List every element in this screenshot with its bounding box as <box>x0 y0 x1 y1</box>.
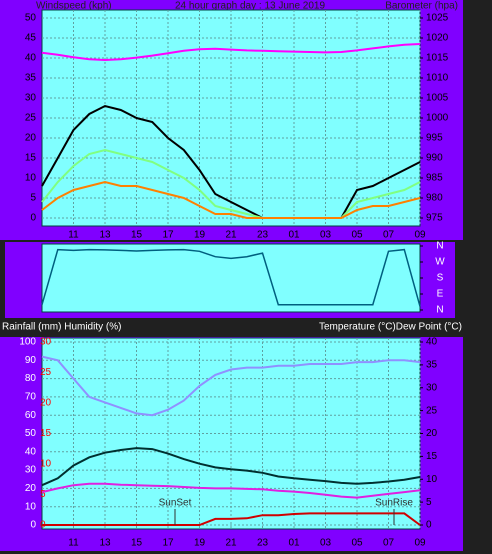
y2-tick-label: W <box>435 257 445 268</box>
y2-tick-label: 1020 <box>426 33 449 44</box>
y2-tick-label: 1005 <box>426 93 449 104</box>
y-tick-label: 50 <box>25 428 37 439</box>
y-tick-label: 45 <box>25 33 37 44</box>
y2-tick-label: 25 <box>426 405 438 416</box>
y-tick-label: 20 <box>25 483 37 494</box>
chart-title: 24 hour graph day : 13 June 2019 <box>175 1 326 12</box>
y3-tick-label: 20 <box>40 398 52 409</box>
x-tick-label: 21 <box>225 538 237 549</box>
x-tick-label: 05 <box>351 230 363 241</box>
x-tick-label: 23 <box>257 230 269 241</box>
y2-tick-label: 1025 <box>426 13 449 24</box>
y2-tick-label: 30 <box>426 382 438 393</box>
y2-tick-label: 1000 <box>426 113 449 124</box>
x-tick-label: 19 <box>194 538 206 549</box>
series-line <box>41 180 421 219</box>
series-line <box>41 148 421 219</box>
x-tick-label: 21 <box>225 230 237 241</box>
series-line <box>41 355 421 417</box>
y2-tick-label: 35 <box>426 360 438 371</box>
series-line <box>41 482 421 499</box>
y-tick-label: 5 <box>30 193 36 204</box>
y-axis-title: Windspeed (kph) <box>36 1 112 12</box>
y-tick-label: 20 <box>25 133 37 144</box>
y-tick-label: 60 <box>25 410 37 421</box>
y2-axis-title: Temperature (°C)Dew Point (°C) <box>319 322 462 333</box>
x-tick-label: 09 <box>414 230 426 241</box>
x-tick-label: 01 <box>288 538 300 549</box>
y-tick-label: 25 <box>25 113 37 124</box>
x-tick-label: 15 <box>131 230 143 241</box>
x-tick-label: 23 <box>257 538 269 549</box>
y-tick-label: 90 <box>25 355 37 366</box>
annotation: SunRise <box>375 498 413 509</box>
x-tick-label: 13 <box>99 230 111 241</box>
x-tick-label: 07 <box>383 538 395 549</box>
y-axis-title: Rainfall (mm) Humidity (%) <box>2 322 121 333</box>
series-line <box>41 104 421 219</box>
y3-tick-label: 25 <box>40 367 52 378</box>
plot-area <box>41 243 421 313</box>
y2-tick-label: 990 <box>426 153 443 164</box>
y-tick-label: 15 <box>25 153 37 164</box>
y2-tick-label: N <box>436 241 443 252</box>
x-tick-label: 17 <box>162 538 174 549</box>
x-tick-label: 05 <box>351 538 363 549</box>
y-tick-label: 35 <box>25 73 37 84</box>
series-line <box>41 447 421 487</box>
y3-tick-label: 15 <box>40 428 52 439</box>
y-tick-label: 40 <box>25 446 37 457</box>
x-tick-label: 03 <box>320 230 332 241</box>
y-tick-label: 50 <box>25 13 37 24</box>
y2-axis-title: Barometer (hpa) <box>385 1 458 12</box>
x-tick-label: 15 <box>131 538 143 549</box>
series-line <box>41 43 421 62</box>
x-tick-label: 11 <box>68 538 79 549</box>
series-line <box>42 512 421 526</box>
y2-tick-label: 15 <box>426 451 438 462</box>
y-tick-label: 10 <box>25 173 37 184</box>
x-tick-label: 03 <box>320 538 332 549</box>
series-line <box>41 248 421 307</box>
y3-tick-label: 30 <box>40 337 52 348</box>
y-tick-label: 30 <box>25 465 37 476</box>
y3-tick-label: 5 <box>40 489 46 500</box>
x-tick-label: 01 <box>288 230 300 241</box>
y2-tick-label: 995 <box>426 133 443 144</box>
y-tick-label: 10 <box>25 501 37 512</box>
y-tick-label: 70 <box>25 392 37 403</box>
y2-tick-label: E <box>437 289 444 300</box>
y2-tick-label: 5 <box>426 497 432 508</box>
x-tick-label: 17 <box>162 230 174 241</box>
y-tick-label: 0 <box>30 520 36 531</box>
y-tick-label: 30 <box>25 93 37 104</box>
y2-tick-label: 40 <box>426 337 438 348</box>
y2-tick-label: 10 <box>426 474 438 485</box>
y-tick-label: 40 <box>25 53 37 64</box>
annotation: SunSet <box>159 498 192 509</box>
y3-tick-label: 10 <box>40 459 52 470</box>
y2-tick-label: 20 <box>426 428 438 439</box>
y-tick-label: 0 <box>30 213 36 224</box>
y-tick-label: 100 <box>19 337 36 348</box>
y2-tick-label: 1010 <box>426 73 449 84</box>
x-tick-label: 13 <box>99 538 111 549</box>
y2-tick-label: 0 <box>426 520 432 531</box>
y2-tick-label: 985 <box>426 173 443 184</box>
y2-tick-label: 1015 <box>426 53 449 64</box>
y2-tick-label: N <box>436 305 443 316</box>
x-tick-label: 11 <box>68 230 79 241</box>
y2-tick-label: 980 <box>426 193 443 204</box>
y-tick-label: 80 <box>25 373 37 384</box>
x-tick-label: 07 <box>383 230 395 241</box>
y2-tick-label: 975 <box>426 213 443 224</box>
x-tick-label: 19 <box>194 230 206 241</box>
y2-tick-label: S <box>437 273 444 284</box>
x-tick-label: 09 <box>414 538 426 549</box>
